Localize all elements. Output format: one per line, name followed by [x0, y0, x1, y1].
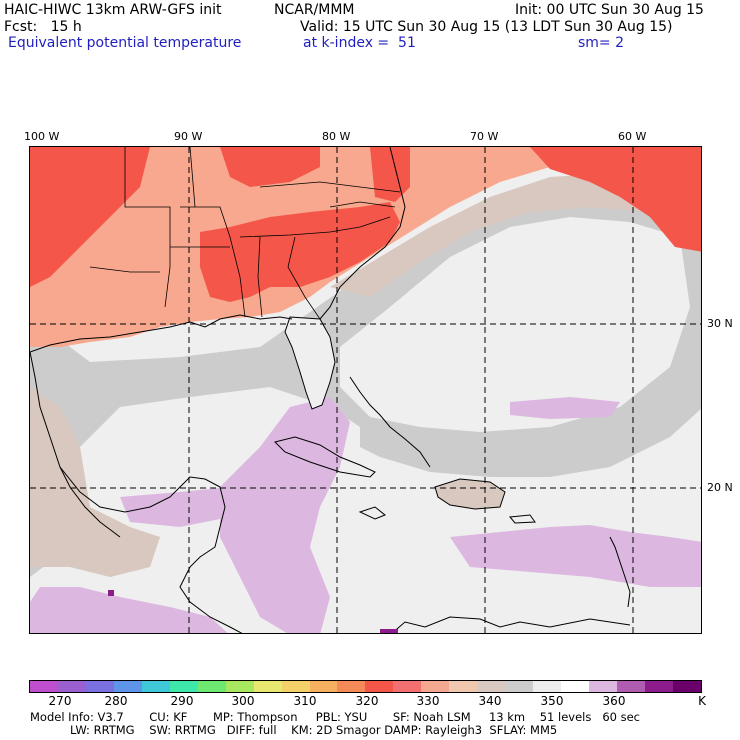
state-borders	[89, 147, 401, 320]
color-scale-segment	[365, 681, 394, 692]
tan-region-hispaniola	[435, 479, 505, 509]
color-scale-segment	[449, 681, 478, 692]
florida-peninsula	[284, 316, 336, 410]
lat-label-30n: 30 N	[707, 317, 733, 330]
scale-tick-290: 290	[170, 694, 194, 708]
scale-tick-300: 300	[231, 694, 255, 708]
scale-tick-360: 360	[602, 694, 626, 708]
scale-tick-330: 330	[416, 694, 440, 708]
color-scale-segment	[309, 681, 338, 692]
color-scale-segment	[85, 681, 114, 692]
color-scale-segment	[30, 681, 58, 692]
light-region-gulf	[90, 405, 330, 507]
footer-physics-info: LW: RRTMG SW: RRTMG DIFF: full KM: 2D Sm…	[70, 723, 558, 737]
lavender-region-central-america	[30, 587, 228, 633]
lon-label-60w: 60 W	[618, 130, 647, 143]
scale-tick-270: 270	[48, 694, 72, 708]
color-scale-segment	[505, 681, 534, 692]
scale-tick-340: 340	[478, 694, 502, 708]
purple-spot-south	[380, 629, 398, 633]
lavender-region-caribbean	[220, 397, 350, 633]
color-scale-segment	[169, 681, 198, 692]
field-name: Equivalent potential temperature	[8, 35, 242, 51]
color-scale-segment	[672, 681, 701, 692]
color-scale-segment	[393, 681, 422, 692]
color-scale-segment	[477, 681, 506, 692]
footer-model-info: Model Info: V3.7 CU: KF MP: Thompson PBL…	[30, 710, 640, 724]
lon-label-90w: 90 W	[174, 130, 203, 143]
color-scale-segment	[337, 681, 366, 692]
color-scale-segment	[197, 681, 226, 692]
color-scale-segment	[561, 681, 590, 692]
coastlines	[30, 147, 631, 633]
lat-lon-grid	[30, 147, 701, 633]
smoothing-info: sm= 2	[578, 35, 625, 51]
purple-spot	[108, 590, 114, 596]
color-scale-segment	[421, 681, 450, 692]
lavender-region-atlantic-patch	[510, 397, 620, 419]
color-scale-segment	[225, 681, 254, 692]
lavender-region-east-caribbean	[450, 525, 701, 587]
scale-unit: K	[698, 694, 706, 708]
lon-label-80w: 80 W	[322, 130, 351, 143]
color-scale-bar	[29, 680, 702, 693]
color-scale-segment	[253, 681, 282, 692]
valid-time: Valid: 15 UTC Sun 30 Aug 15 (13 LDT Sun …	[300, 19, 673, 35]
lon-label-100w: 100 W	[24, 130, 60, 143]
map-canvas	[30, 147, 701, 633]
scale-tick-310: 310	[293, 694, 317, 708]
lavender-region-gulf-patch	[120, 487, 230, 527]
lat-label-20n: 20 N	[707, 481, 733, 494]
scale-tick-280: 280	[104, 694, 128, 708]
scale-tick-350: 350	[540, 694, 564, 708]
tan-band-mexico	[30, 387, 160, 577]
color-scale-segment	[281, 681, 310, 692]
scale-tick-320: 320	[355, 694, 379, 708]
hot-region-midwest	[220, 147, 320, 187]
init-time: Init: 00 UTC Sun 30 Aug 15	[515, 2, 704, 18]
color-scale-segment	[589, 681, 618, 692]
color-scale-segment	[533, 681, 562, 692]
color-scale-segment	[141, 681, 170, 692]
level-info: at k-index = 51	[303, 35, 416, 51]
hot-region-atlantic	[530, 147, 701, 252]
model-title: HAIC-HIWC 13km ARW-GFS init	[4, 2, 222, 18]
color-scale-segment	[57, 681, 86, 692]
color-scale-segment	[644, 681, 673, 692]
lon-label-70w: 70 W	[470, 130, 499, 143]
hot-region-carolinas	[200, 202, 400, 302]
color-scale-segment	[113, 681, 142, 692]
hot-region-west	[30, 147, 150, 287]
color-scale-segment	[617, 681, 645, 692]
tan-band-east-coast	[330, 172, 701, 297]
center-name: NCAR/MMM	[274, 2, 355, 18]
forecast-hour: Fcst: 15 h	[4, 19, 82, 35]
map-panel	[29, 146, 702, 634]
